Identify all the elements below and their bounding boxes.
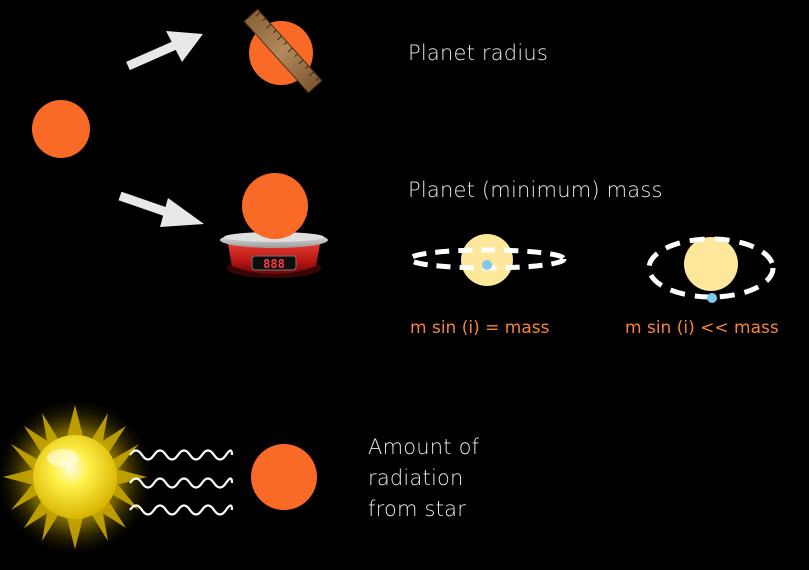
small-planet-icon [707, 293, 717, 303]
source-planet-icon [32, 100, 90, 158]
edge-on-orbit-icon [407, 234, 567, 286]
sun-icon [0, 399, 153, 555]
radiation-label-line-1: Amount of [368, 435, 480, 459]
planet-mass-label: Planet (minimum) mass [408, 178, 663, 202]
radiation-label: Amount of radiation from star [368, 432, 528, 525]
mass-planet-icon [242, 173, 308, 239]
irradiated-planet-icon [251, 444, 317, 510]
radiation-label-line-2: radiation [368, 466, 464, 490]
arrow-to-mass-icon [118, 191, 204, 227]
radiation-waves-icon [129, 449, 234, 516]
ruler-icon [243, 8, 323, 94]
radiation-label-line-3: from star [368, 497, 467, 521]
host-star-icon [684, 237, 738, 291]
planet-radius-label: Planet radius [408, 41, 549, 65]
inclined-orbit-icon [646, 236, 776, 303]
arrow-to-radius-icon [126, 31, 203, 71]
scale-display: 888 [263, 257, 285, 271]
small-planet-icon [482, 260, 492, 270]
edge-on-caption: m sin (i) = mass [410, 318, 550, 338]
inclined-caption: m sin (i) << mass [625, 318, 779, 338]
